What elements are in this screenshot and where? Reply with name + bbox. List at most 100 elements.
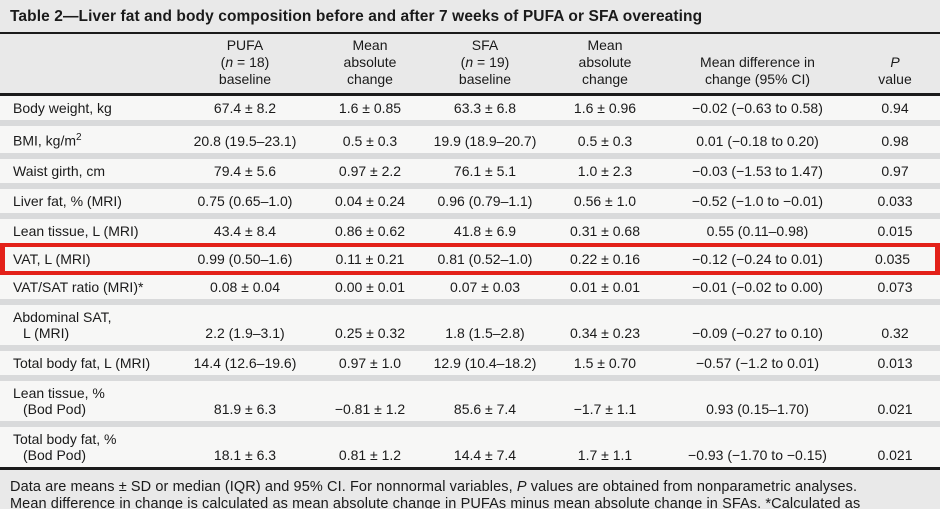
table-cell: 0.75 (0.65–1.0): [175, 188, 315, 219]
footnote-line: Mean difference in change is calculated …: [10, 496, 861, 509]
table-row: Liver fat, % (MRI) 0.75 (0.65–1.0) 0.04 …: [0, 188, 940, 219]
header-p-italic: P: [890, 54, 900, 70]
table-cell: 0.015: [850, 218, 940, 243]
header-pufa-baseline: PUFA (n = 18) baseline: [175, 34, 315, 96]
row-label-text: Lean tissue, %: [13, 384, 105, 401]
table-cell: 0.22 ± 0.16: [545, 242, 665, 275]
header-n-italic: n: [465, 54, 474, 70]
table-cell: −0.52 (−1.0 to −0.01): [665, 188, 850, 219]
table-row: Body weight, kg 67.4 ± 8.2 1.6 ± 0.85 63…: [0, 96, 940, 126]
table-cell: 43.4 ± 8.4: [175, 218, 315, 243]
header-line: Mean difference in: [700, 54, 815, 70]
table-cell: −0.03 (−1.53 to 1.47): [665, 158, 850, 189]
header-line: SFA: [471, 37, 499, 53]
table-cell: 76.1 ± 5.1: [425, 158, 545, 189]
header-line: change: [582, 71, 628, 87]
table-row: Total body fat, L (MRI) 14.4 (12.6–19.6)…: [0, 350, 940, 381]
table-cell: 0.98: [850, 126, 940, 159]
row-label: Lean tissue, % (Bod Pod): [0, 380, 175, 427]
table-row: Total body fat, % (Bod Pod) 18.1 ± 6.3 0.…: [0, 426, 940, 470]
table-cell: 0.01 (−0.18 to 0.20): [665, 126, 850, 159]
table-cell: 0.96 (0.79–1.1): [425, 188, 545, 219]
table-cell: 0.073: [850, 274, 940, 305]
header-sfa-change: Mean absolute change: [545, 34, 665, 96]
header-pufa-change: Mean absolute change: [315, 34, 425, 96]
table-cell: −0.12 (−0.24 to 0.01): [665, 242, 850, 275]
table-cell: 0.033: [850, 188, 940, 219]
table-cell: 1.8 (1.5–2.8): [425, 304, 545, 351]
row-label-superscript: 2: [76, 132, 82, 143]
table-cell: 0.94: [850, 96, 940, 126]
header-text: (: [220, 54, 226, 70]
table-cell: 20.8 (19.5–23.1): [175, 126, 315, 159]
table-cell: −0.81 ± 1.2: [315, 380, 425, 427]
table-cell: 0.11 ± 0.21: [315, 242, 425, 275]
row-label-text-line2: (Bod Pod): [23, 446, 87, 463]
table-cell: 0.25 ± 0.32: [315, 304, 425, 351]
row-label: BMI, kg/m2: [0, 126, 175, 159]
table-cell: 67.4 ± 8.2: [175, 96, 315, 126]
table-row: Abdominal SAT, L (MRI) 2.2 (1.9–3.1) 0.25…: [0, 304, 940, 351]
table-cell: 0.021: [850, 426, 940, 470]
row-label-text-line2: (Bod Pod): [23, 400, 87, 417]
table-cell: 63.3 ± 6.8: [425, 96, 545, 126]
table-cell: 14.4 (12.6–19.6): [175, 350, 315, 381]
header-p-value: P value: [850, 34, 940, 96]
table-row: Waist girth, cm 79.4 ± 5.6 0.97 ± 2.2 76…: [0, 158, 940, 189]
row-label: Lean tissue, L (MRI): [0, 218, 175, 243]
table-cell: 19.9 (18.9–20.7): [425, 126, 545, 159]
table-cell: 0.97 ± 2.2: [315, 158, 425, 189]
row-label: Waist girth, cm: [0, 158, 175, 189]
table-row: Lean tissue, L (MRI) 43.4 ± 8.4 0.86 ± 0…: [0, 218, 940, 243]
table-cell: −0.93 (−1.70 to −0.15): [665, 426, 850, 470]
table-cell: 1.6 ± 0.85: [315, 96, 425, 126]
table-cell: 0.55 (0.11–0.98): [665, 218, 850, 243]
header-line: (n = 19): [427, 54, 543, 71]
row-label-text: BMI, kg/m: [13, 132, 77, 149]
header-line: absolute: [343, 54, 397, 70]
header-mean-difference: Mean difference in change (95% CI): [665, 34, 850, 96]
table-cell: −0.57 (−1.2 to 0.01): [665, 350, 850, 381]
table-body: Body weight, kg 67.4 ± 8.2 1.6 ± 0.85 63…: [0, 96, 940, 470]
table-cell: 0.013: [850, 350, 940, 381]
table-cell: 41.8 ± 6.9: [425, 218, 545, 243]
table-cell: −1.7 ± 1.1: [545, 380, 665, 427]
header-row: PUFA (n = 18) baseline Mean absolute cha…: [0, 34, 940, 96]
row-label: Abdominal SAT, L (MRI): [0, 304, 175, 351]
header-line: change (95% CI): [704, 71, 811, 87]
footnote-p-italic: P: [516, 478, 527, 495]
table-cell: 0.01 ± 0.01: [545, 274, 665, 305]
header-text: = 19): [473, 54, 510, 70]
row-label: VAT, L (MRI): [0, 242, 175, 275]
table-cell: 0.97 ± 1.0: [315, 350, 425, 381]
table-title: Table 2—Liver fat and body composition b…: [0, 0, 940, 34]
table-row: BMI, kg/m2 20.8 (19.5–23.1) 0.5 ± 0.3 19…: [0, 126, 940, 159]
row-label-text-line2: L (MRI): [23, 324, 70, 341]
table-cell: 79.4 ± 5.6: [175, 158, 315, 189]
header-line: (n = 18): [177, 54, 313, 71]
table-cell: 0.04 ± 0.24: [315, 188, 425, 219]
table-cell: 0.07 ± 0.03: [425, 274, 545, 305]
header-line: Mean: [587, 37, 623, 53]
table-cell: 0.021: [850, 380, 940, 427]
table-cell: 0.86 ± 0.62: [315, 218, 425, 243]
header-sfa-baseline: SFA (n = 19) baseline: [425, 34, 545, 96]
table-cell: 0.81 (0.52–1.0): [425, 242, 545, 275]
header-line: PUFA: [226, 37, 264, 53]
row-label-text: Abdominal SAT,: [13, 308, 112, 325]
header-line: baseline: [218, 71, 272, 87]
table-cell: 14.4 ± 7.4: [425, 426, 545, 470]
table-cell: 2.2 (1.9–3.1): [175, 304, 315, 351]
table-cell: −0.09 (−0.27 to 0.10): [665, 304, 850, 351]
header-text: (: [460, 54, 466, 70]
row-label-text: VAT/SAT ratio (MRI)*: [13, 278, 144, 295]
table-cell: 18.1 ± 6.3: [175, 426, 315, 470]
table-cell: 0.56 ± 1.0: [545, 188, 665, 219]
table-cell: 0.97: [850, 158, 940, 189]
row-label-text: Liver fat, % (MRI): [13, 192, 122, 209]
table-cell: 0.00 ± 0.01: [315, 274, 425, 305]
row-label-text: Lean tissue, L (MRI): [13, 222, 139, 239]
header-line: baseline: [458, 71, 512, 87]
row-label: Body weight, kg: [0, 96, 175, 126]
